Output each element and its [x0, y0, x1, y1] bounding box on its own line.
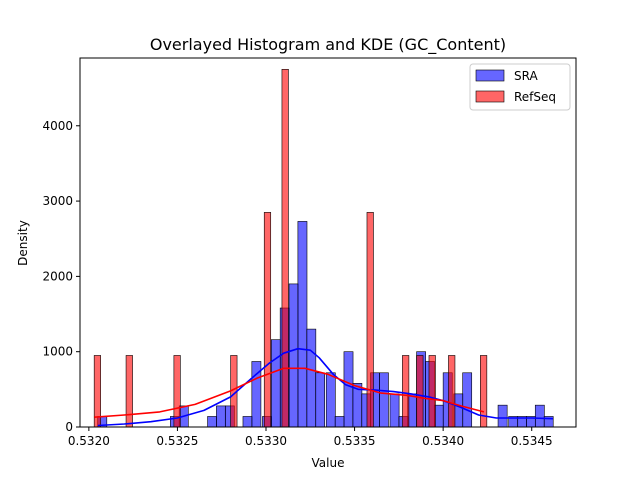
x-tick-label: 0.5330 [245, 434, 287, 448]
x-tick-label: 0.5320 [68, 434, 110, 448]
y-tick-label: 0 [65, 420, 73, 434]
legend: SRA RefSeq [469, 63, 571, 111]
sra-bar [334, 416, 345, 428]
refseq-bar [173, 355, 181, 428]
refseq-bar [366, 212, 374, 428]
y-tick-label: 3000 [42, 194, 73, 208]
refseq-bar [402, 355, 410, 428]
sra-bar [534, 404, 545, 428]
x-tick-label: 0.5325 [156, 434, 198, 448]
x-tick-label: 0.5335 [334, 434, 376, 448]
sra-bar [325, 372, 336, 428]
sra-bar [297, 221, 308, 428]
sra-bar [389, 393, 400, 428]
x-tick-label: 0.5345 [511, 434, 553, 448]
legend-label-refseq: RefSeq [514, 90, 556, 104]
plot-area-frame [79, 57, 577, 428]
refseq-bar [416, 355, 424, 428]
legend-swatch-sra [475, 69, 505, 82]
refseq-bar [263, 212, 272, 428]
sra-bar [306, 328, 317, 428]
refseq-bar [448, 355, 456, 428]
sra-bar [288, 283, 299, 428]
legend-swatch-refseq [475, 90, 505, 103]
sra-bar [315, 372, 326, 428]
sra-bar [462, 372, 473, 428]
sra-bar [343, 351, 354, 428]
refseq-bar [125, 355, 133, 428]
chart-title: Overlayed Histogram and KDE (GC_Content) [150, 35, 506, 55]
y-tick-label: 1000 [42, 345, 73, 359]
y-axis-label: Density [16, 220, 30, 266]
sra-bar [271, 339, 281, 428]
x-axis-label: Value [312, 456, 345, 470]
kde-lines [94, 347, 554, 427]
x-tick-label: 0.5340 [422, 434, 464, 448]
legend-label-sra: SRA [514, 69, 538, 83]
y-axis: 0 1000 2000 3000 4000 [42, 119, 80, 434]
refseq-kde-line [94, 367, 485, 418]
sra-bar [497, 404, 508, 428]
sra-bar [379, 372, 389, 428]
y-tick-label: 2000 [42, 269, 73, 283]
sra-bar [242, 416, 253, 428]
x-axis: 0.5320 0.5325 0.5330 0.5335 0.5340 0.5345 [68, 427, 553, 448]
y-tick-label: 4000 [42, 119, 73, 133]
sra-bar [216, 405, 226, 428]
sra-bar [207, 416, 217, 428]
refseq-bar [281, 68, 289, 428]
refseq-bar [428, 355, 436, 428]
